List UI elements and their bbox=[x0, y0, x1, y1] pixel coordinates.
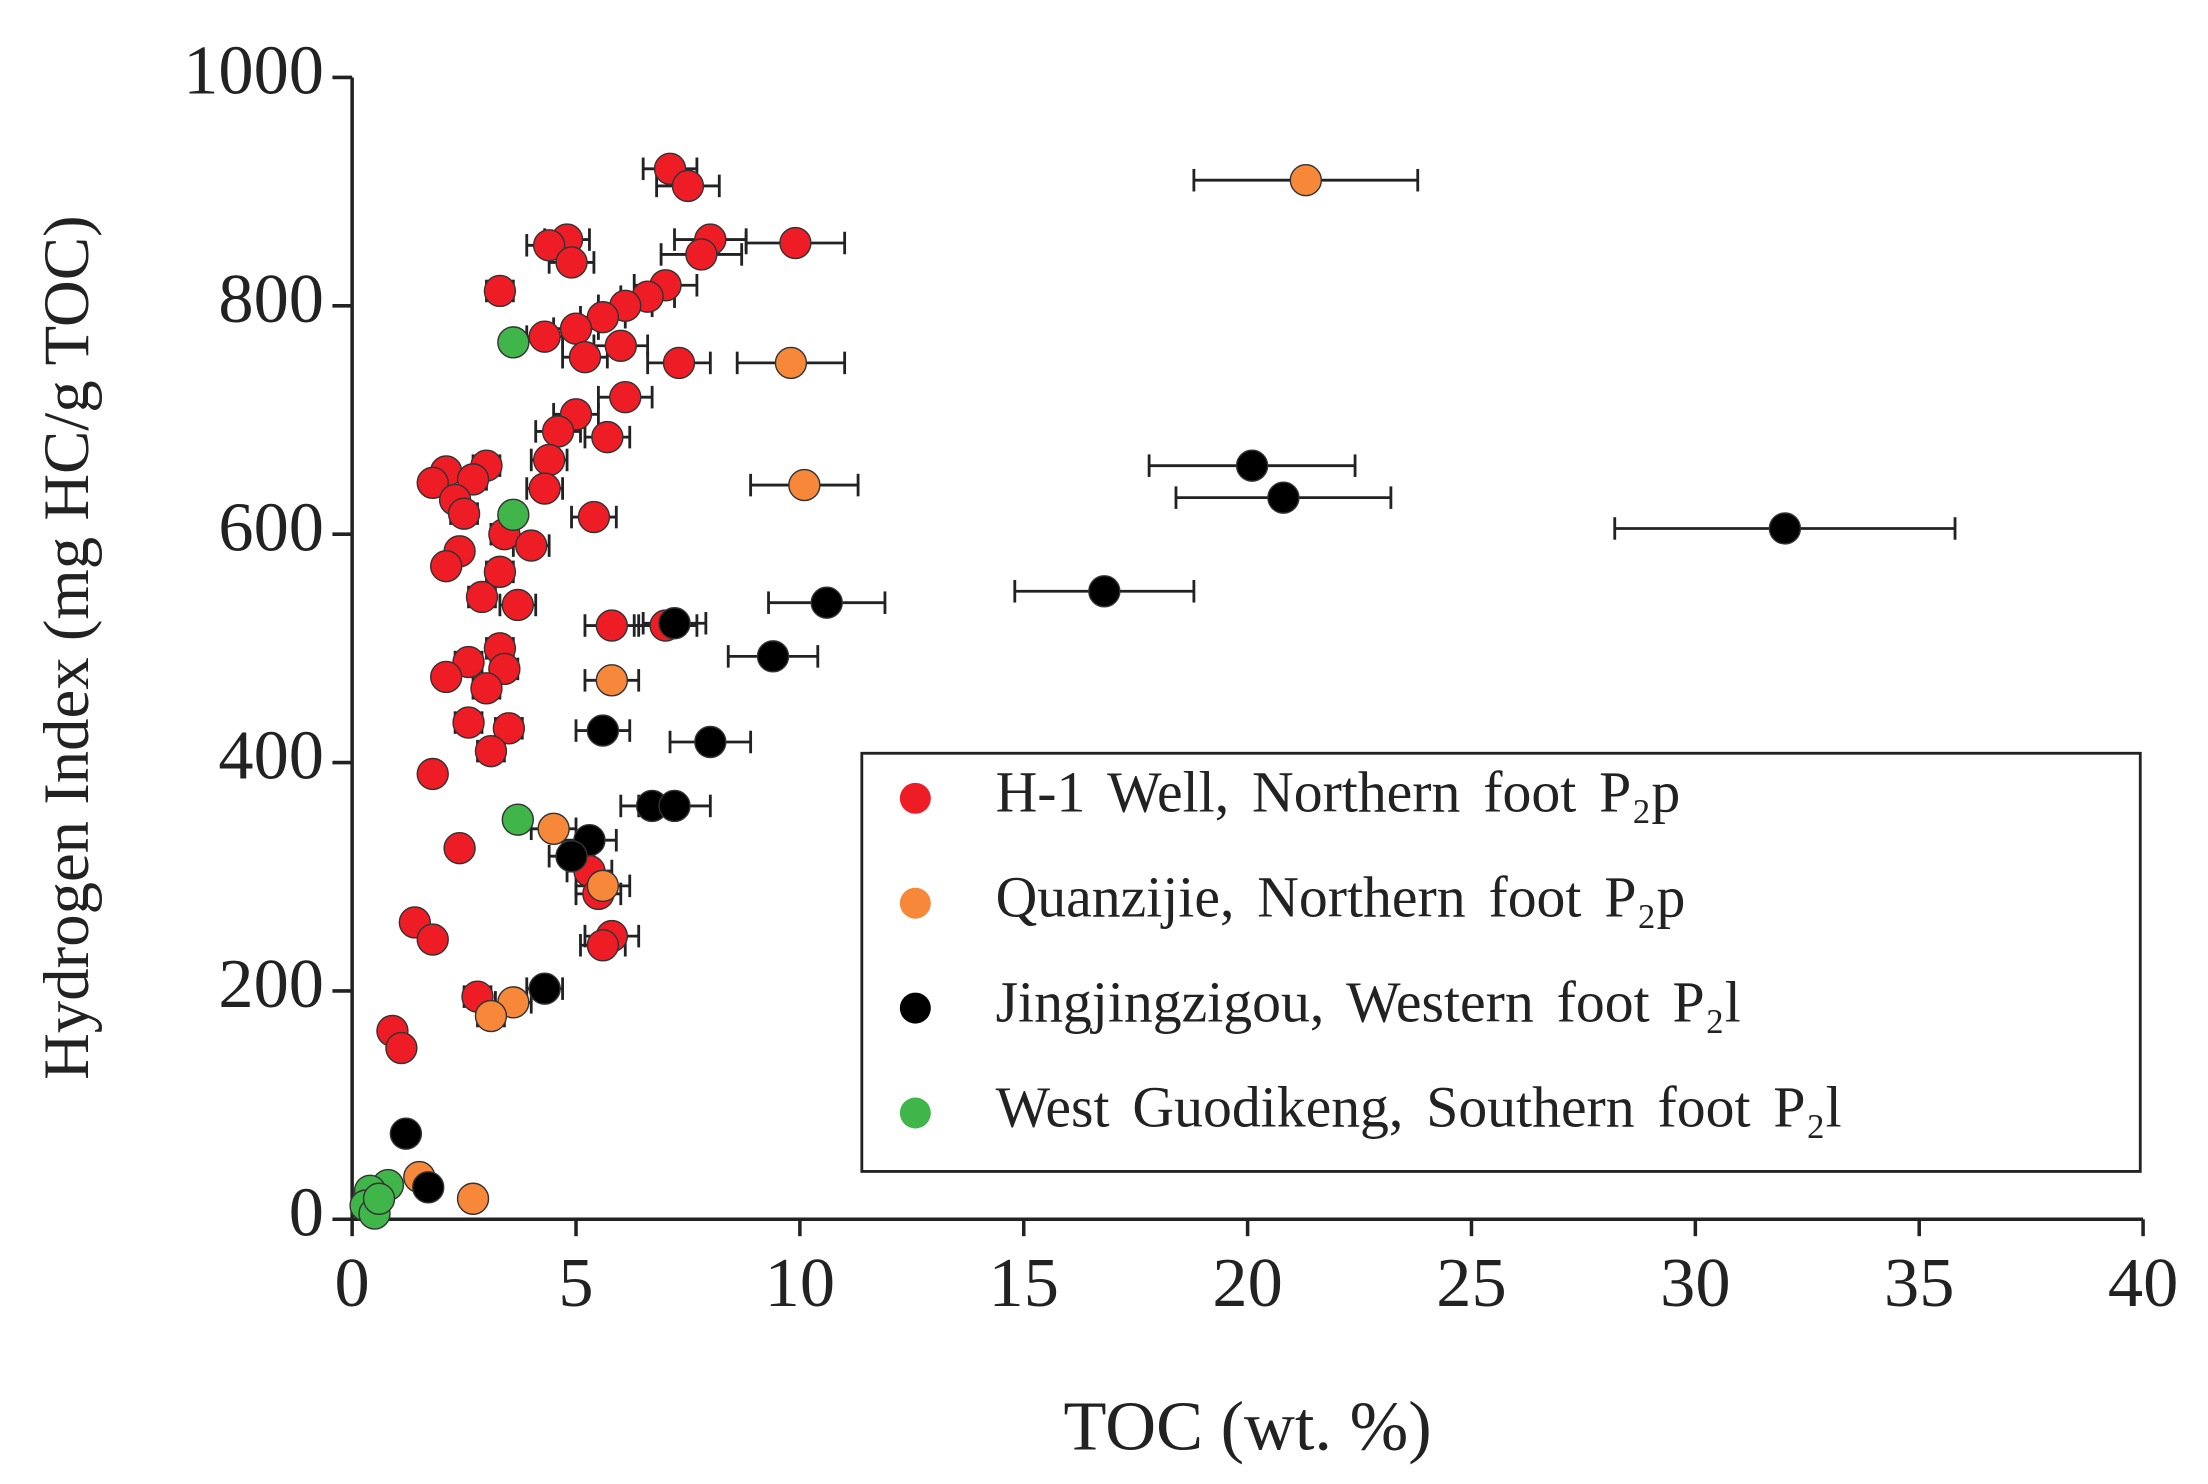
point bbox=[532, 229, 566, 262]
point bbox=[779, 226, 812, 260]
point bbox=[609, 380, 642, 414]
point bbox=[362, 1182, 396, 1215]
point bbox=[685, 238, 718, 271]
point bbox=[447, 497, 481, 530]
point bbox=[443, 832, 476, 865]
point bbox=[474, 999, 508, 1033]
point bbox=[694, 725, 727, 759]
point bbox=[497, 326, 530, 359]
point bbox=[568, 341, 602, 374]
point bbox=[1768, 512, 1802, 545]
point bbox=[537, 812, 570, 845]
point bbox=[389, 1117, 423, 1150]
point bbox=[429, 549, 463, 583]
point bbox=[577, 500, 611, 534]
point bbox=[483, 555, 517, 589]
legend-label: West Guodikeng, Southern foot P₂l bbox=[996, 1076, 1842, 1139]
point bbox=[1267, 481, 1300, 514]
legend-box bbox=[860, 751, 2142, 1173]
y-tick-label: 0 bbox=[289, 1173, 324, 1251]
point bbox=[385, 1031, 418, 1065]
x-tick-label: 10 bbox=[765, 1244, 835, 1322]
legend-marker bbox=[899, 782, 931, 814]
point bbox=[528, 320, 561, 353]
point bbox=[416, 466, 449, 499]
x-tick-label: 40 bbox=[2108, 1244, 2178, 1322]
point bbox=[452, 645, 485, 679]
point bbox=[671, 169, 705, 203]
point bbox=[662, 346, 696, 380]
point bbox=[586, 929, 620, 962]
point bbox=[456, 1182, 490, 1215]
y-tick-label: 400 bbox=[218, 717, 324, 795]
point bbox=[774, 346, 808, 380]
point bbox=[456, 463, 490, 496]
point bbox=[586, 714, 620, 747]
point bbox=[515, 529, 548, 562]
x-tick-label: 15 bbox=[989, 1244, 1059, 1322]
point bbox=[658, 789, 691, 823]
point bbox=[788, 468, 821, 502]
point bbox=[595, 609, 629, 642]
point bbox=[470, 672, 503, 705]
point bbox=[416, 923, 449, 956]
point bbox=[559, 312, 593, 345]
x-tick-label: 0 bbox=[335, 1244, 370, 1322]
point bbox=[528, 972, 561, 1005]
x-tick-label: 35 bbox=[1884, 1244, 1954, 1322]
legend-marker bbox=[899, 992, 931, 1024]
y-axis-label: Hydrogen Index (mg HC/g TOC) bbox=[31, 215, 103, 1079]
point bbox=[492, 712, 526, 745]
y-tick-label: 200 bbox=[218, 945, 324, 1023]
point bbox=[528, 472, 561, 505]
y-tick-label: 800 bbox=[218, 260, 324, 338]
point bbox=[1289, 164, 1323, 197]
point bbox=[474, 734, 508, 768]
x-tick-label: 25 bbox=[1436, 1244, 1506, 1322]
x-axis-label: TOC (wt. %) bbox=[1064, 1387, 1432, 1465]
point bbox=[483, 274, 517, 308]
x-tick-label: 20 bbox=[1212, 1244, 1282, 1322]
y-tick-label: 600 bbox=[218, 488, 324, 566]
point bbox=[1235, 449, 1269, 482]
point bbox=[1088, 575, 1121, 608]
y-tick-label: 1000 bbox=[183, 32, 324, 110]
x-tick-label: 30 bbox=[1660, 1244, 1730, 1322]
point bbox=[465, 580, 499, 614]
point bbox=[541, 415, 575, 448]
point bbox=[595, 664, 629, 697]
point bbox=[591, 420, 624, 454]
point bbox=[810, 586, 843, 619]
point bbox=[658, 607, 691, 640]
point bbox=[501, 803, 534, 836]
legend-marker bbox=[899, 887, 931, 919]
legend-label: H-1 Well, Northern foot P₂p bbox=[996, 762, 1681, 825]
point bbox=[497, 498, 530, 531]
x-tick-label: 5 bbox=[558, 1244, 593, 1322]
point bbox=[416, 757, 449, 791]
point bbox=[501, 588, 534, 622]
legend-label: Quanzijie, Northern foot P₂p bbox=[996, 866, 1686, 929]
point bbox=[532, 443, 566, 477]
legend-label: Jingjingzigou, Western foot P₂l bbox=[996, 971, 1741, 1034]
point bbox=[586, 869, 620, 903]
point bbox=[604, 329, 637, 362]
point bbox=[555, 839, 588, 873]
point bbox=[756, 640, 790, 673]
point bbox=[452, 706, 485, 739]
point bbox=[429, 660, 463, 694]
legend-marker bbox=[899, 1097, 931, 1129]
point bbox=[412, 1171, 445, 1204]
point bbox=[555, 246, 588, 279]
